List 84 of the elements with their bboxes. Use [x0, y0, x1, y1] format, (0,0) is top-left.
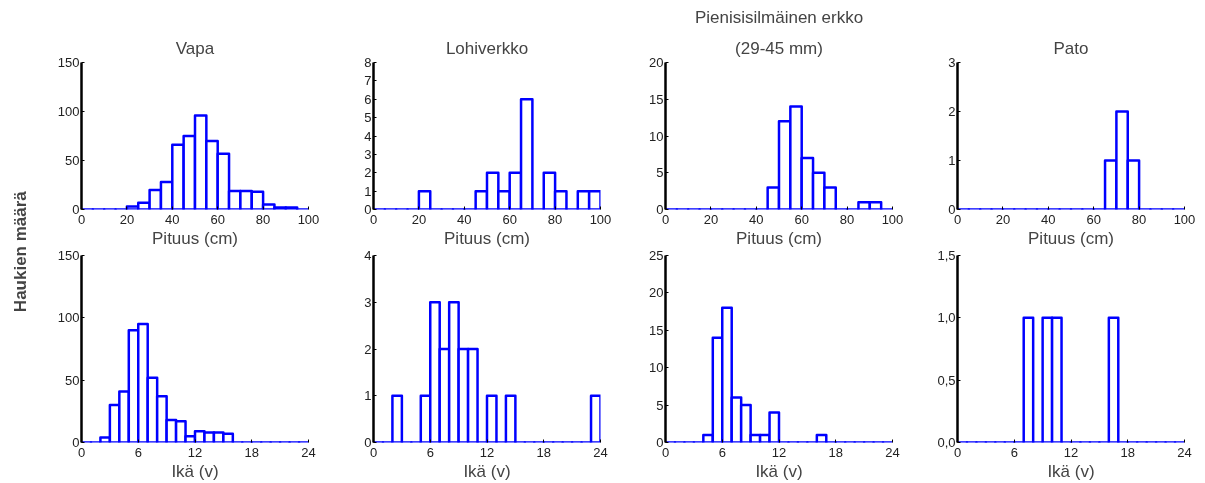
x-tick-label: 60 — [1086, 211, 1101, 227]
x-tick-label: 24 — [301, 444, 316, 460]
y-tick-label: 3 — [364, 146, 372, 162]
y-tick-label: 6 — [364, 91, 372, 107]
y-tick-label: 100 — [57, 310, 80, 326]
x-tick-label: 80 — [547, 211, 563, 227]
x-tick-label: 100 — [589, 211, 612, 227]
y-tick-label: 10 — [649, 360, 664, 376]
y-tick-label: 5 — [656, 165, 664, 181]
chart-title: Vapa — [175, 38, 215, 58]
x-tick-label: 80 — [255, 211, 271, 227]
x-tick-label: 18 — [1120, 444, 1135, 460]
x-tick-label: 6 — [718, 444, 726, 460]
x-tick-label: 40 — [1041, 211, 1056, 227]
x-tick-label: 80 — [839, 211, 855, 227]
y-tick-label: 20 — [649, 55, 664, 70]
y-tick-label: 8 — [364, 55, 372, 70]
x-tick-label: 24 — [593, 444, 608, 460]
x-tick-label: 60 — [502, 211, 517, 227]
y-tick-label: 1 — [364, 388, 372, 404]
x-tick-label: 12 — [1063, 444, 1079, 460]
x-tick-label: 60 — [794, 211, 809, 227]
y-tick-label: 150 — [57, 55, 80, 70]
x-tick-label: 100 — [297, 211, 320, 227]
y-axis-title: Haukien määrä — [10, 190, 30, 313]
y-tick-label: 2 — [948, 104, 956, 119]
y-tick-label: 1 — [364, 183, 372, 199]
chart-title: Lohiverkko — [445, 38, 529, 58]
x-tick-label: 6 — [426, 444, 434, 460]
x-tick-label: 20 — [703, 211, 719, 227]
y-tick-label: 15 — [649, 91, 664, 107]
y-tick-label: 50 — [65, 372, 80, 388]
y-tick-label: 15 — [649, 322, 664, 338]
x-tick-label: 12 — [187, 444, 203, 460]
x-tick-label: 20 — [411, 211, 427, 227]
x-tick-label: 20 — [119, 211, 135, 227]
x-tick-label: 24 — [1177, 444, 1192, 460]
chart-subtitle: (29-45 mm) — [735, 38, 823, 58]
x-axis-title: Pituus (cm) — [736, 228, 822, 248]
y-tick-label: 150 — [57, 248, 80, 263]
y-tick-label: 7 — [364, 73, 372, 89]
x-axis-title: Pituus (cm) — [1028, 228, 1114, 248]
y-tick-label: 2 — [364, 165, 372, 181]
y-tick-label: 3 — [364, 294, 372, 310]
y-tick-label: 25 — [649, 248, 664, 263]
x-tick-label: 6 — [134, 444, 142, 460]
y-tick-label: 50 — [65, 153, 80, 168]
y-tick-label: 100 — [57, 104, 80, 119]
x-axis-title: Pituus (cm) — [444, 228, 530, 248]
y-tick-label: 1 — [948, 153, 956, 168]
x-axis-title: Pituus (cm) — [152, 228, 238, 248]
y-tick-label: 20 — [649, 285, 664, 301]
x-tick-label: 20 — [995, 211, 1011, 227]
x-tick-label: 100 — [1173, 211, 1196, 227]
y-tick-label: 2 — [364, 341, 372, 357]
y-tick-label: 5 — [364, 110, 372, 126]
x-tick-label: 40 — [457, 211, 472, 227]
x-axis-title: Ikä (v) — [755, 461, 803, 481]
x-tick-label: 12 — [771, 444, 787, 460]
x-tick-label: 24 — [885, 444, 900, 460]
x-tick-label: 12 — [479, 444, 495, 460]
y-tick-label: 3 — [948, 55, 956, 70]
y-tick-label: 5 — [656, 397, 664, 413]
y-tick-label: 0,0 — [937, 435, 956, 450]
x-tick-label: 60 — [210, 211, 225, 227]
x-tick-label: 40 — [749, 211, 764, 227]
y-tick-label: 4 — [364, 128, 372, 144]
y-tick-label: 1,5 — [937, 248, 956, 263]
x-tick-label: 6 — [1010, 444, 1018, 460]
y-tick-label: 1,0 — [937, 310, 956, 326]
x-tick-label: 80 — [1131, 211, 1147, 227]
y-tick-label: 0,5 — [937, 372, 956, 388]
y-tick-label: 10 — [649, 128, 664, 144]
x-tick-label: 40 — [165, 211, 180, 227]
x-tick-label: 18 — [828, 444, 843, 460]
y-tick-label: 4 — [364, 248, 372, 263]
x-axis-title: Ikä (v) — [463, 461, 511, 481]
x-tick-label: 18 — [536, 444, 551, 460]
chart-title: Pato — [1053, 38, 1089, 58]
chart-title: Pienisisilmäinen erkko — [694, 7, 864, 27]
x-axis-title: Ikä (v) — [171, 461, 219, 481]
x-tick-label: 100 — [881, 211, 904, 227]
x-tick-label: 18 — [244, 444, 259, 460]
x-axis-title: Ikä (v) — [1047, 461, 1095, 481]
